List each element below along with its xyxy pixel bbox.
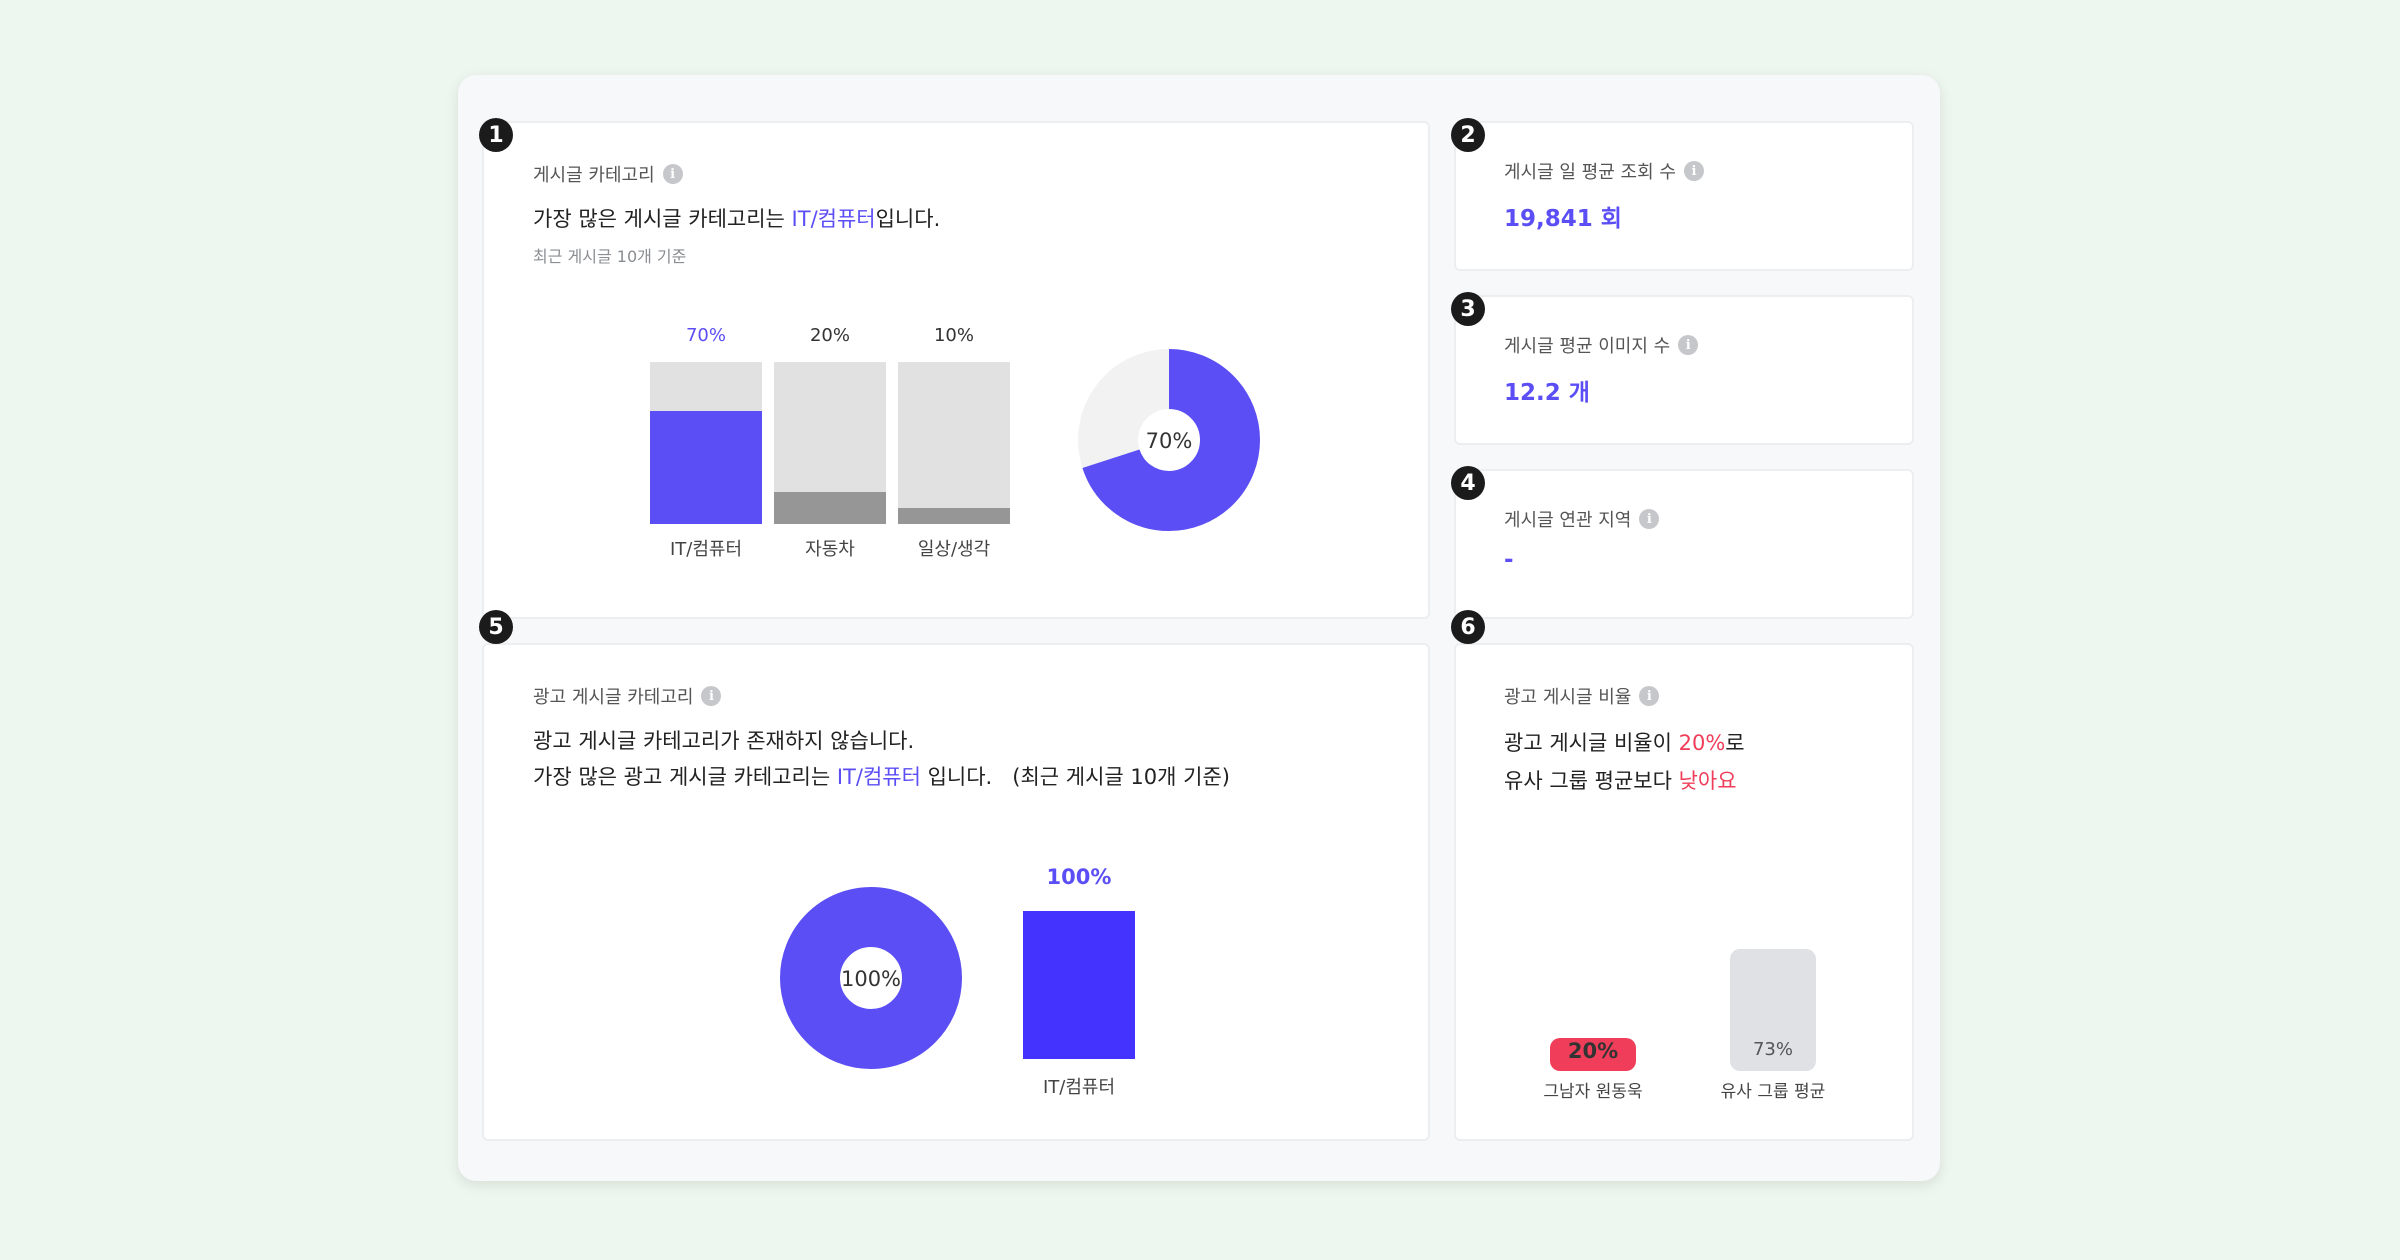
category-bar-daily [898, 362, 1010, 524]
info-icon[interactable]: i [1639, 686, 1660, 706]
ratio-label-self: 그남자 원동욱 [1543, 1082, 1643, 1102]
ad-ratio-card [1454, 643, 1914, 1141]
related-region-card [1454, 469, 1914, 619]
daily-views-value: 19,841 회 [1504, 206, 1622, 232]
ad-category-bar-area [1023, 911, 1135, 1059]
headline-text-end: 입니다. [875, 207, 941, 231]
line1-accent: 20% [1678, 731, 1726, 755]
badge-5: 5 [479, 610, 513, 644]
related-region-value: - [1504, 547, 1514, 573]
ratio-value-self: 20% [1567, 1039, 1619, 1063]
bar-value-label: 100% [1046, 865, 1112, 889]
line2-accent: IT/컴퓨터 [836, 765, 921, 789]
ratio-bar-self [1550, 1038, 1636, 1071]
line1-text: 광고 게시글 비율이 [1504, 731, 1679, 755]
bar-category-label: 일상/생각 [917, 539, 991, 560]
info-icon[interactable]: i [1683, 161, 1704, 181]
badge-1: 1 [479, 118, 513, 152]
line2-text: 가장 많은 광고 게시글 카테고리는 [533, 765, 837, 789]
ad-category-line2: 가장 많은 광고 게시글 카테고리는 IT/컴퓨터 입니다. (최근 게시글 1… [533, 761, 1230, 791]
ad-category-card [482, 643, 1430, 1141]
avg-images-card [1454, 295, 1914, 445]
post-category-title-text: 게시글 카테고리 [533, 165, 655, 186]
post-category-headline: 가장 많은 게시글 카테고리는 IT/컴퓨터입니다. [533, 203, 940, 233]
avg-images-title: 게시글 평균 이미지 수 i [1504, 332, 1699, 358]
ratio-bar-area-avg [1730, 903, 1816, 1101]
info-icon[interactable]: i [1639, 509, 1660, 529]
ad-category-title-text: 광고 게시글 카테고리 [533, 687, 694, 708]
avg-images-title-text: 게시글 평균 이미지 수 [1504, 336, 1671, 357]
daily-views-title: 게시글 일 평균 조회 수 i [1504, 158, 1704, 184]
line1-text-end: 로 [1725, 731, 1745, 755]
post-category-title: 게시글 카테고리 i [533, 161, 683, 187]
category-bar-it [650, 362, 762, 524]
donut-value-arc [1078, 349, 1260, 531]
info-icon[interactable]: i [1678, 335, 1699, 355]
info-icon[interactable]: i [662, 164, 683, 184]
headline-text: 가장 많은 게시글 카테고리는 [533, 207, 792, 231]
line2-accent: 낮아요 [1678, 769, 1737, 793]
donut-center-label: 70% [1145, 429, 1193, 453]
headline-accent: IT/컴퓨터 [791, 207, 876, 231]
category-donut-chart [1078, 349, 1260, 531]
badge-3: 3 [1451, 292, 1485, 326]
bar-fill [898, 507, 1010, 524]
ratio-value-avg: 73% [1752, 1039, 1793, 1060]
line2-text: 유사 그룹 평균보다 [1504, 769, 1679, 793]
bar-value-label: 70% [685, 325, 726, 346]
related-region-title: 게시글 연관 지역 i [1504, 506, 1660, 532]
ratio-label-avg: 유사 그룹 평균 [1720, 1082, 1826, 1102]
bar-fill [774, 491, 886, 524]
ad-ratio-title-text: 광고 게시글 비율 [1504, 687, 1632, 708]
avg-images-value: 12.2 개 [1504, 380, 1590, 406]
ad-category-donut-chart [780, 887, 962, 1069]
badge-4: 4 [1451, 466, 1485, 500]
bar-fill [650, 410, 762, 524]
category-bar-car [774, 362, 886, 524]
ad-category-line1: 광고 게시글 카테고리가 존재하지 않습니다. [533, 729, 915, 753]
ad-ratio-line2: 유사 그룹 평균보다 낮아요 [1504, 765, 1737, 795]
bar-category-label: IT/컴퓨터 [669, 539, 743, 560]
daily-views-title-text: 게시글 일 평균 조회 수 [1504, 162, 1676, 183]
ad-bar-fill [1023, 911, 1135, 1059]
bar-category-label: IT/컴퓨터 [1042, 1077, 1116, 1098]
ad-ratio-title: 광고 게시글 비율 i [1504, 683, 1660, 709]
ad-ratio-line1: 광고 게시글 비율이 20%로 [1504, 727, 1745, 757]
bar-value-label: 10% [933, 325, 974, 346]
ratio-bar-avg [1730, 949, 1816, 1071]
donut-center-label: 100% [840, 967, 902, 991]
related-region-title-text: 게시글 연관 지역 [1504, 510, 1632, 531]
donut-value-arc [780, 887, 962, 1069]
badge-2: 2 [1451, 118, 1485, 152]
line2-text-end: 입니다. (최근 게시글 10개 기준) [920, 765, 1230, 789]
badge-6: 6 [1451, 610, 1485, 644]
dashboard-frame: 1 게시글 카테고리 i 가장 많은 게시글 카테고리는 IT/컴퓨터입니다. … [458, 75, 1940, 1181]
bar-category-label: 자동차 [805, 539, 855, 560]
daily-views-card [1454, 121, 1914, 271]
ad-category-title: 광고 게시글 카테고리 i [533, 683, 722, 709]
post-category-subtext: 최근 게시글 10개 기준 [533, 247, 687, 266]
info-icon[interactable]: i [701, 686, 722, 706]
bar-value-label: 20% [809, 325, 850, 346]
ratio-bar-area-self [1550, 903, 1636, 1101]
